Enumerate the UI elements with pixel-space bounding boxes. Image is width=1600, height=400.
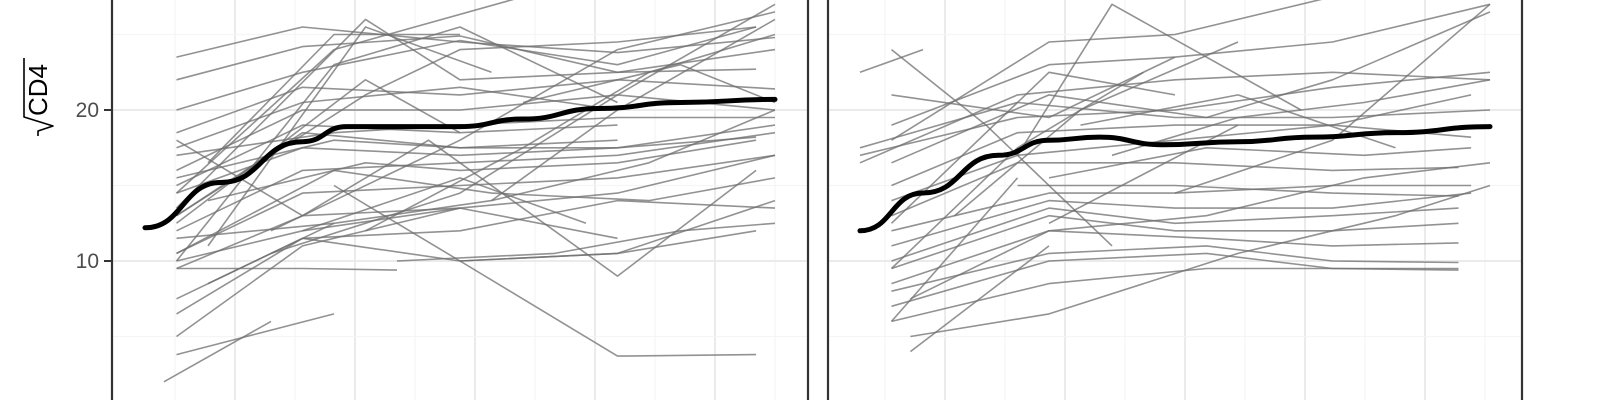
series-line bbox=[270, 11, 776, 232]
series-line bbox=[910, 162, 1491, 300]
series-line bbox=[163, 320, 272, 383]
series-line bbox=[1111, 79, 1491, 157]
series-line bbox=[891, 124, 1472, 202]
y-axis: 10 20 bbox=[76, 99, 112, 273]
series-line bbox=[1080, 94, 1396, 149]
series-line bbox=[333, 184, 757, 357]
y-tick-label: 10 bbox=[76, 250, 99, 273]
series-line bbox=[1048, 147, 1472, 179]
y-tick-label: 20 bbox=[76, 99, 99, 122]
series-line bbox=[459, 199, 776, 262]
series-line bbox=[176, 136, 757, 179]
series-line bbox=[176, 79, 776, 134]
series-line bbox=[891, 56, 1176, 119]
series-line bbox=[1174, 3, 1491, 194]
series-line bbox=[176, 154, 776, 255]
series-line bbox=[176, 313, 335, 356]
panel-left bbox=[110, 0, 810, 400]
series-line bbox=[891, 0, 1323, 141]
series-line bbox=[891, 214, 1459, 270]
series-line bbox=[891, 245, 1459, 292]
series-line bbox=[909, 245, 1050, 353]
series-line bbox=[890, 71, 1144, 270]
y-axis-title: CD4 bbox=[23, 58, 54, 136]
series-line bbox=[890, 177, 1019, 322]
smooth-line bbox=[857, 124, 1493, 234]
series-line bbox=[176, 26, 776, 58]
series-line bbox=[176, 139, 757, 277]
series-line bbox=[176, 222, 335, 240]
series-line bbox=[396, 222, 776, 262]
panel-background bbox=[828, 0, 1522, 400]
series-line bbox=[175, 18, 757, 209]
series-line bbox=[910, 184, 1491, 338]
series-line bbox=[176, 169, 776, 255]
series-line bbox=[859, 71, 1491, 157]
series-line bbox=[176, 94, 776, 172]
panel-right bbox=[826, 0, 1524, 400]
series-line bbox=[207, 109, 776, 285]
sqrt-symbol bbox=[23, 58, 54, 136]
series-line bbox=[207, 33, 460, 164]
series-line bbox=[891, 11, 1491, 164]
smooth-line bbox=[142, 96, 778, 231]
series-line bbox=[891, 267, 1459, 323]
series-line bbox=[891, 94, 1472, 187]
series-line bbox=[176, 26, 757, 217]
series-line bbox=[270, 3, 776, 255]
series-line bbox=[176, 267, 398, 271]
panel-border bbox=[826, 0, 1524, 400]
y-axis-label: CD4 bbox=[23, 64, 53, 116]
series-line bbox=[176, 207, 618, 270]
series-line bbox=[522, 63, 776, 104]
series-line bbox=[859, 71, 1491, 164]
series-line bbox=[176, 207, 461, 338]
series-line bbox=[1016, 3, 1302, 156]
series-line bbox=[891, 230, 1459, 285]
series-line bbox=[859, 48, 924, 74]
series-line bbox=[175, 0, 515, 194]
series-line bbox=[891, 207, 1459, 262]
series-line bbox=[953, 41, 1239, 217]
series-line bbox=[175, 26, 618, 262]
panel-border bbox=[110, 0, 810, 400]
series-line bbox=[302, 177, 587, 232]
series-line bbox=[891, 192, 1472, 247]
series-line bbox=[207, 26, 492, 247]
series-line bbox=[207, 139, 757, 202]
series-line bbox=[891, 162, 1459, 217]
series-line bbox=[176, 26, 757, 111]
series-line bbox=[1017, 184, 1459, 197]
